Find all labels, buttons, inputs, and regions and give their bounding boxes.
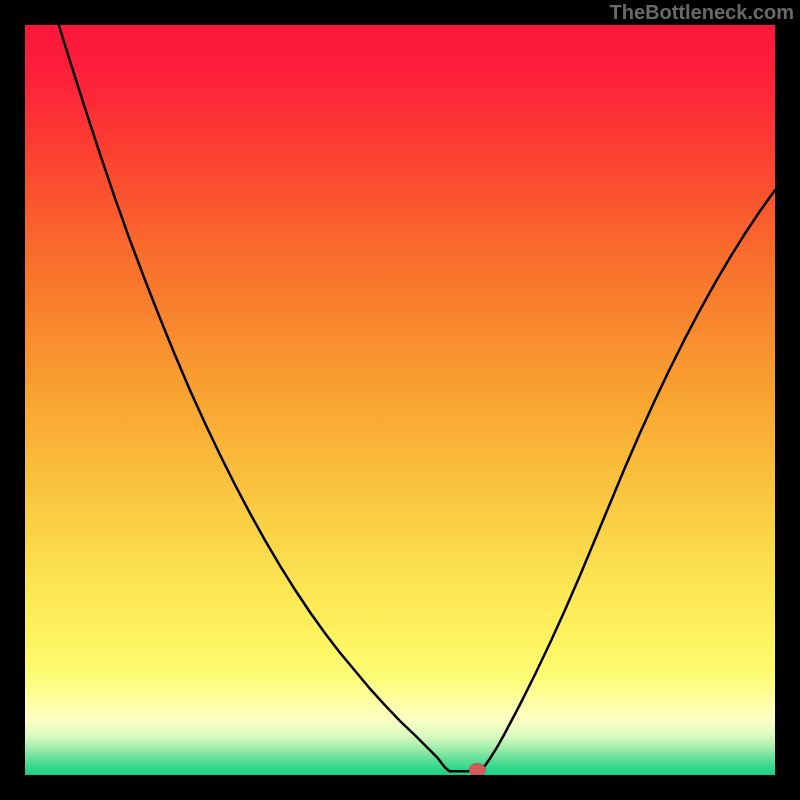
- chart-background: [25, 25, 775, 775]
- bottleneck-chart-svg: [25, 25, 775, 775]
- plot-area: [25, 25, 775, 775]
- watermark-text: TheBottleneck.com: [610, 2, 794, 25]
- optimum-marker: [469, 763, 486, 775]
- chart-frame: TheBottleneck.com: [0, 0, 800, 800]
